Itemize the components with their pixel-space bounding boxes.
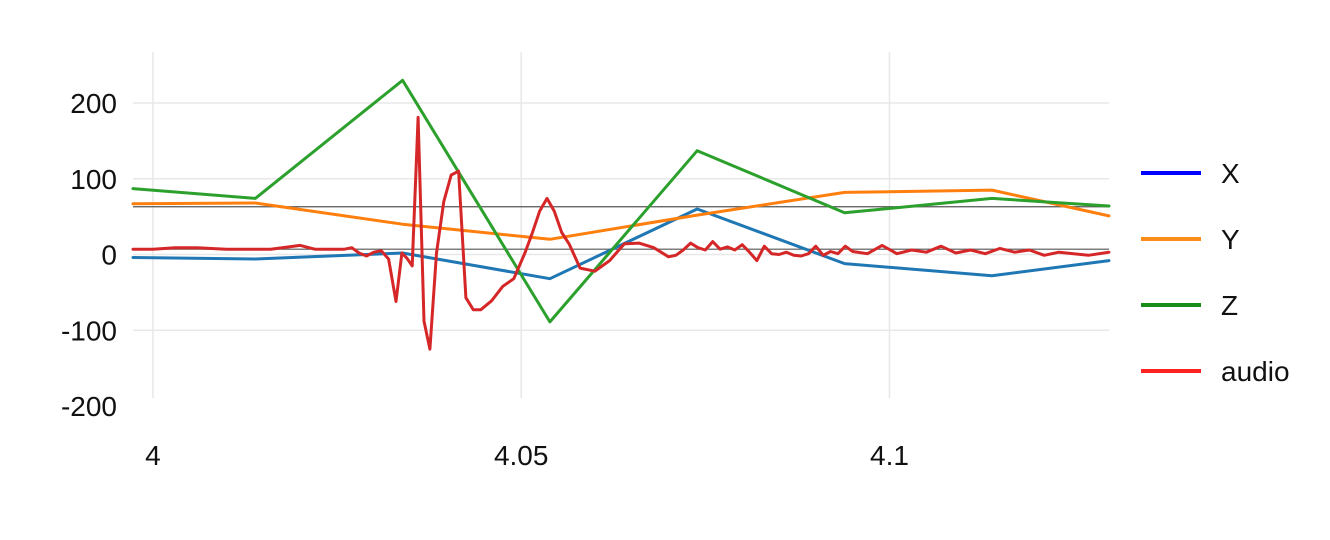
x-tick-label: 4.1	[870, 440, 909, 471]
legend-item-y[interactable]: Y	[1141, 224, 1240, 255]
series-line-audio	[131, 115, 1111, 351]
y-tick-label: 100	[70, 164, 117, 195]
legend-item-x[interactable]: X	[1141, 158, 1240, 189]
x-tick-label: 4	[145, 440, 161, 471]
legend-label: X	[1221, 158, 1240, 189]
y-axis-tick-labels: 200 100 0 -100 -200	[61, 88, 117, 422]
legend-label: Z	[1221, 290, 1238, 321]
series-line-x	[131, 207, 1111, 281]
legend-item-z[interactable]: Z	[1141, 290, 1238, 321]
y-tick-label: 200	[70, 88, 117, 119]
y-tick-label: -100	[61, 315, 117, 346]
x-axis-tick-labels: 4 4.05 4.1	[145, 440, 909, 471]
plot-area	[131, 78, 1111, 351]
legend-label: audio	[1221, 356, 1290, 387]
series-line-z	[131, 78, 1111, 324]
y-tick-label: -200	[61, 391, 117, 422]
grid	[133, 52, 1109, 398]
legend-item-audio[interactable]: audio	[1141, 356, 1290, 387]
series-line-y	[131, 188, 1111, 241]
legend-label: Y	[1221, 224, 1240, 255]
x-tick-label: 4.05	[494, 440, 549, 471]
y-tick-label: 0	[101, 240, 117, 271]
